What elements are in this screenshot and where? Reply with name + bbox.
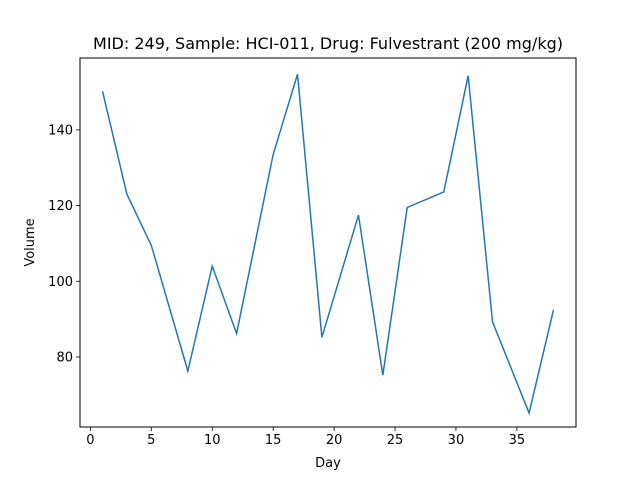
- y-tick-label: 120: [48, 199, 73, 214]
- x-tick-label: 5: [147, 433, 155, 448]
- x-tick-label: 30: [448, 433, 465, 448]
- series-line-0: [101, 74, 555, 416]
- x-tick-label: 10: [204, 433, 221, 448]
- y-axis: 80 100 120 140: [48, 123, 80, 365]
- x-tick-label: 35: [509, 433, 526, 448]
- plot-area: [101, 74, 555, 416]
- x-tick-label: 25: [387, 433, 404, 448]
- y-tick-label: 100: [48, 275, 73, 290]
- x-tick-label: 15: [265, 433, 282, 448]
- chart-title: MID: 249, Sample: HCI-011, Drug: Fulvest…: [93, 34, 563, 53]
- x-axis: 0 5 10 15 20 25 30 35: [86, 427, 525, 448]
- plot-frame: [79, 57, 577, 428]
- x-tick-label: 0: [86, 433, 94, 448]
- y-axis-label: Volume: [23, 218, 38, 266]
- y-tick-label: 140: [48, 123, 73, 138]
- y-tick-label: 80: [56, 350, 73, 365]
- x-axis-label: Day: [315, 456, 341, 471]
- x-tick-label: 20: [326, 433, 343, 448]
